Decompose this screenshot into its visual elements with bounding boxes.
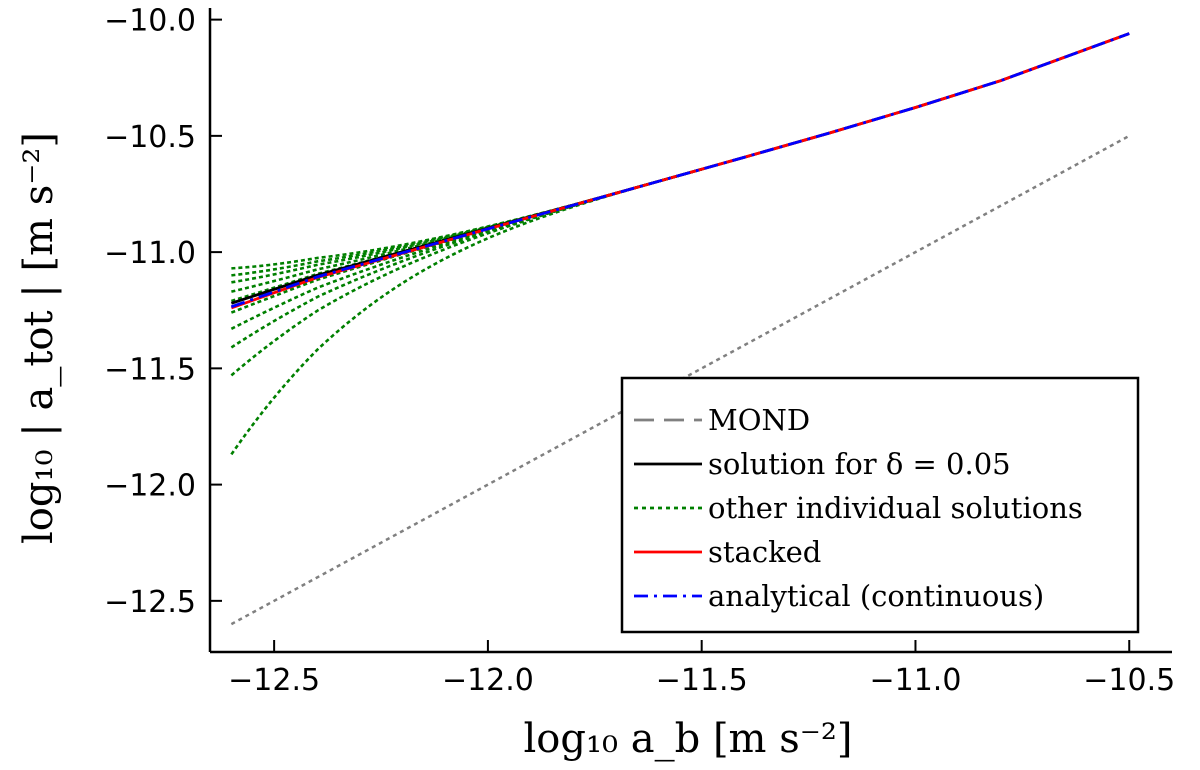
x-tick-label: −12.0 [442,663,534,698]
legend-label: analytical (continuous) [708,579,1044,613]
y-tick-label: −12.0 [104,469,196,504]
x-axis-label: log₁₀ a_b [m s⁻²] [524,716,853,762]
x-tick-label: −12.5 [228,663,320,698]
legend-label: solution for δ = 0.05 [708,447,1011,481]
y-tick-label: −11.0 [104,236,196,271]
series-mond-line [230,134,1130,626]
series-individual-solution-line [230,167,703,349]
legend-label: stacked [708,535,821,569]
ticks: −12.5 −12.0 −11.5 −11.0 −10.5 −12.5 −12.0 −11.5… [104,4,1175,698]
legend-box [620,376,1140,634]
y-tick-label: −10.5 [104,120,196,155]
series-individual-solution-line [230,167,703,314]
series-line-3 [230,32,1130,310]
x-tick-label: −11.0 [869,663,961,698]
legend: MOND solution for δ = 0.05 other individua… [620,376,1140,634]
axes [208,8,1172,654]
y-tick-label: −10.0 [104,4,196,39]
x-tick-label: −10.5 [1083,663,1175,698]
y-tick-label: −11.5 [104,352,196,387]
y-tick-label: −12.5 [104,585,196,620]
y-axis-label: log₁₀ | a_tot | [m s⁻²] [16,132,62,544]
legend-label: other individual solutions [708,491,1083,525]
plot-lines [230,32,1130,626]
legend-label: MOND [708,403,810,437]
series-individual-solution-line [231,167,703,293]
x-tick-label: −11.5 [656,663,748,698]
series-individual-solution-line [231,167,703,270]
series-individual-solution-line [230,167,703,377]
series-line-4 [230,32,1130,309]
